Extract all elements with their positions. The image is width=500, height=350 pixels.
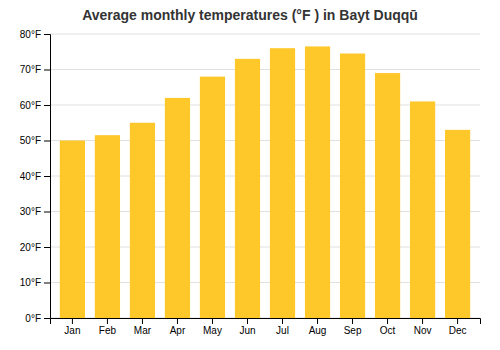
title: Average monthly temperatures (°F ) in Ba… [82, 7, 418, 23]
bar [410, 101, 435, 318]
tick: 0°F [25, 313, 50, 324]
tick: Mar [134, 318, 152, 336]
grid-line [50, 34, 480, 35]
tick-mark [72, 318, 73, 324]
tick: 40°F [20, 171, 50, 182]
tick-label: Jan [64, 325, 80, 336]
tick: 20°F [20, 242, 50, 253]
grid [50, 34, 480, 318]
bar [375, 73, 400, 318]
tick-mark [44, 70, 50, 71]
bar [60, 141, 85, 319]
tick-mark [107, 318, 108, 324]
tick-label: 50°F [20, 135, 41, 146]
tick-label: Feb [99, 325, 117, 336]
bar [165, 98, 190, 318]
tick-label: 10°F [20, 277, 41, 288]
tick-mark [44, 212, 50, 213]
bar [445, 130, 470, 318]
y-axis: 0°F 10°F 20°F 30°F 40°F 50°F 60°F 70°F 80°F [20, 29, 51, 324]
tick-label: 30°F [20, 206, 41, 217]
tick: Apr [170, 318, 186, 336]
tick-mark [44, 318, 50, 319]
tick: Jan [64, 318, 80, 336]
tick-label: Dec [449, 325, 467, 336]
chart: 0°F 10°F 20°F 30°F 40°F 50°F 60°F 70°F 80°F Jan Fe… [0, 0, 500, 350]
tick-mark [44, 105, 50, 106]
axis-line [51, 319, 481, 325]
tick-mark [44, 141, 50, 142]
axis-line [44, 35, 51, 319]
tick: 10°F [20, 277, 50, 288]
bar [270, 48, 295, 318]
tick: Aug [309, 318, 327, 336]
tick-mark [44, 34, 50, 35]
tick-mark [177, 318, 178, 324]
tick-mark [212, 318, 213, 324]
tick: 70°F [20, 64, 50, 75]
tick: 50°F [20, 135, 50, 146]
tick-mark [282, 318, 283, 324]
tick: 60°F [20, 100, 50, 111]
tick: 30°F [20, 206, 50, 217]
tick-label: 0°F [25, 313, 41, 324]
tick-mark [352, 318, 353, 324]
tick-label: Nov [414, 325, 432, 336]
bars [60, 46, 470, 318]
tick-label: Mar [134, 325, 152, 336]
tick-mark [247, 318, 248, 324]
bar [130, 123, 155, 318]
tick-label: May [203, 325, 222, 336]
tick-label: Jul [276, 325, 289, 336]
tick-label: 40°F [20, 171, 41, 182]
tick-label: 70°F [20, 64, 41, 75]
tick: Sep [344, 318, 362, 336]
bar [95, 135, 120, 318]
grid-line [50, 69, 480, 70]
tick-label: 20°F [20, 242, 41, 253]
bar [200, 77, 225, 318]
bar [235, 59, 260, 318]
tick: 80°F [20, 29, 50, 40]
tick-label: Apr [170, 325, 186, 336]
tick-label: 60°F [20, 100, 41, 111]
tick-mark [317, 318, 318, 324]
tick-mark [422, 318, 423, 324]
bar [340, 54, 365, 318]
tick-mark [387, 318, 388, 324]
tick-label: Oct [380, 325, 396, 336]
tick-label: Jun [239, 325, 255, 336]
tick-label: Sep [344, 325, 362, 336]
tick-mark [44, 283, 50, 284]
tick-mark [44, 247, 50, 248]
plot: 0°F 10°F 20°F 30°F 40°F 50°F 60°F 70°F 80°F Jan Fe… [20, 29, 481, 336]
tick: Jun [239, 318, 255, 336]
tick-mark [44, 176, 50, 177]
tick: Jul [276, 318, 289, 336]
tick: Dec [449, 318, 467, 336]
tick: Feb [99, 318, 117, 336]
tick-mark [457, 318, 458, 324]
tick-mark [142, 318, 143, 324]
x-axis: Jan Feb Mar Apr May Jun Jul Aug Sep Oct Nov Dec [51, 318, 481, 336]
bar [305, 46, 330, 318]
tick: Nov [414, 318, 432, 336]
tick: May [203, 318, 222, 336]
tick-label: Aug [309, 325, 327, 336]
tick: Oct [380, 318, 396, 336]
tick-label: 80°F [20, 29, 41, 40]
